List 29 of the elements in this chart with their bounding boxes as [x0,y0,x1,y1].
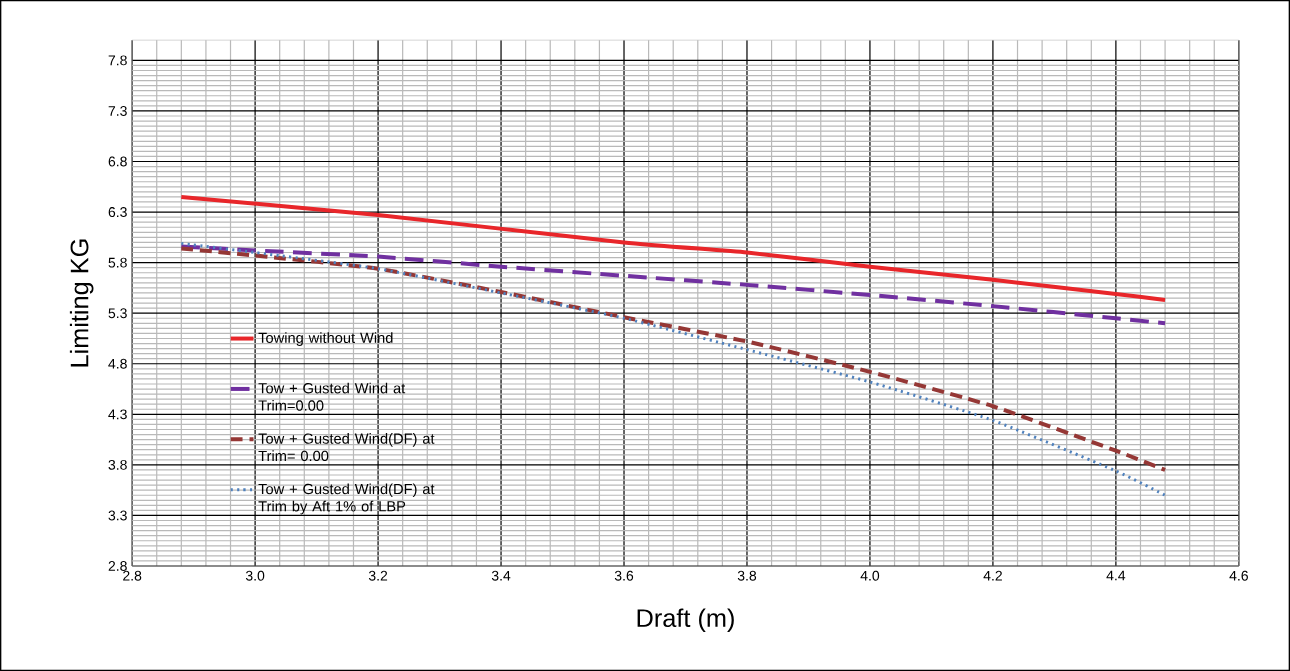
y-tick-label: 2.8 [108,560,127,571]
y-tick-label: 5.3 [108,308,127,319]
legend-label: Tow + Gusted Wind(DF) at Trim by Aft 1% of LBP [258,483,435,515]
x-axis-title: Draft (m) [637,608,734,632]
y-axis-title: Limiting KG [69,239,94,367]
x-tick-label: 3.2 [368,570,388,581]
line-series [179,194,1168,302]
y-tick-label: 4.8 [108,358,127,369]
legend-label: Tow + Gusted Wind at Trim=0.00 [258,382,406,411]
x-tick-label: 3.8 [737,570,757,581]
y-tick-label: 6.8 [108,156,127,167]
x-tick-label: 3.4 [491,570,511,581]
x-tick-label: 4.0 [860,570,880,581]
y-tick-label: 7.3 [108,105,127,116]
y-tick-label: 4.3 [108,409,127,420]
y-tick-label: 6.3 [108,207,127,217]
x-tick-label: 4.6 [1229,570,1248,581]
y-tick-label: 3.8 [108,459,127,470]
legend-label: Towing without Wind [258,332,393,346]
x-tick-label: 4.2 [983,570,1002,581]
y-tick-label: 7.8 [108,55,127,66]
x-tick-label: 2.8 [123,570,142,581]
line-series [179,244,1168,326]
y-tick-label: 3.3 [108,510,127,521]
x-tick-label: 4.4 [1106,570,1126,581]
y-tick-label: 5.8 [108,257,127,268]
x-tick-label: 3.6 [614,570,634,581]
x-tick-label: 3.0 [245,570,265,581]
legend-label: Tow + Gusted Wind(DF) at Trim= 0.00 [258,432,435,462]
